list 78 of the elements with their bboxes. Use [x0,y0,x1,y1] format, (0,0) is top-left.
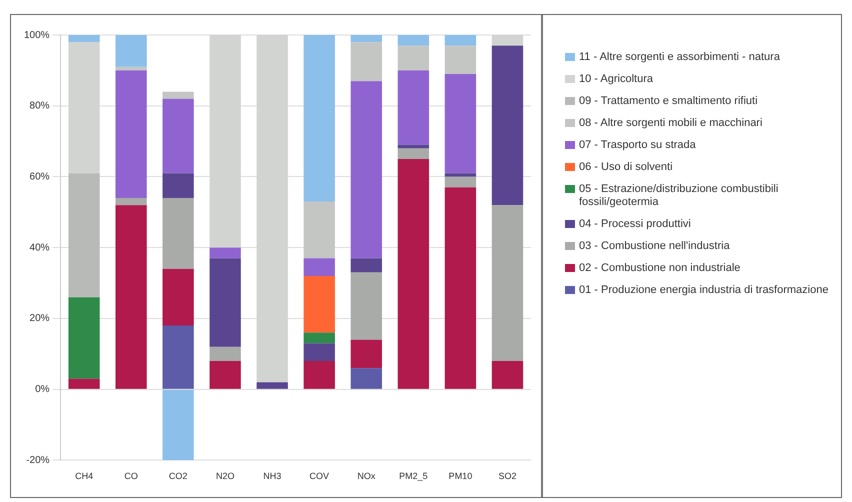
legend-label: 06 - Uso di solventi [579,161,673,174]
bar [444,176,476,188]
x-tick-label: N2O [216,471,234,482]
legend-label: 09 - Trattamento e smaltimento rifiuti [579,95,758,108]
bar [162,198,194,269]
bar [444,173,476,177]
bar [304,35,335,202]
legend-label: 03 - Combustione nell'industria [579,240,730,253]
bar [116,70,147,198]
bar [116,66,147,70]
bar [68,173,100,298]
bar [444,35,476,46]
y-tick-label: 80% [30,100,50,112]
legend-label: 10 - Agricoltura [579,73,653,86]
bar [398,35,430,46]
x-tick-label: COV [310,471,330,482]
bar [304,332,335,344]
bar [162,390,194,460]
legend-label: 05 - Estrazione/distribuzione combustibili fossili/geotermia [579,183,780,209]
bar [162,98,194,174]
bar [116,198,147,206]
bar [492,205,524,361]
bar [398,46,430,70]
bar [162,173,194,198]
bar [116,35,147,67]
legend-label: 08 - Altre sorgenti mobili e macchinari [579,117,762,130]
bar [162,326,194,389]
y-tick-label: 60% [30,171,50,182]
y-tick-label: 100% [24,30,50,41]
legend-label: 04 - Processi produttivi [579,218,691,231]
bar [116,205,147,389]
bar [350,42,382,82]
y-tick-label: 40% [30,242,50,254]
bar [398,144,430,148]
bar [304,343,335,361]
bar [444,46,476,74]
legend-label: 07 - Trasporto su strada [579,139,696,152]
bar [350,258,382,272]
bar [68,35,100,42]
bar [68,378,100,389]
x-tick-label: NH3 [263,471,282,482]
legend-label: 01 - Produzione energia industria di trasformazione [579,284,828,297]
x-tick-label: CO [124,471,138,482]
bar [350,35,382,42]
bar [350,340,382,368]
bar [304,202,335,258]
bar [210,360,241,389]
y-tick-label: 20% [30,313,50,324]
bar [398,148,430,160]
bar [350,81,382,258]
x-tick-label: CO2 [168,471,188,482]
bar [444,74,476,174]
y-tick-label: 0% [35,384,50,396]
bar [492,360,524,389]
legend-label: 02 - Combustione non industriale [579,262,740,275]
y-tick-label: -20% [26,454,50,466]
x-tick-label: CH4 [75,471,94,482]
bar [304,360,335,389]
x-tick-label: SO2 [498,471,516,482]
bar [210,248,241,258]
bar [68,297,100,379]
bar [162,92,194,99]
bar [398,70,430,145]
x-tick-label: PM2_5 [399,471,428,482]
bar [210,258,241,347]
bar [492,46,524,206]
bar [350,368,382,389]
x-tick-label: PM10 [448,471,472,482]
bar [398,159,430,389]
legend-label: 11 - Altre sorgenti e assorbimenti - natura [579,51,780,64]
bar [304,276,335,333]
bar [304,258,335,276]
bar [256,382,288,389]
bar [210,346,241,361]
bar [444,187,476,389]
x-tick-label: NOx [357,471,376,482]
bar [162,268,194,326]
bar [350,272,382,340]
